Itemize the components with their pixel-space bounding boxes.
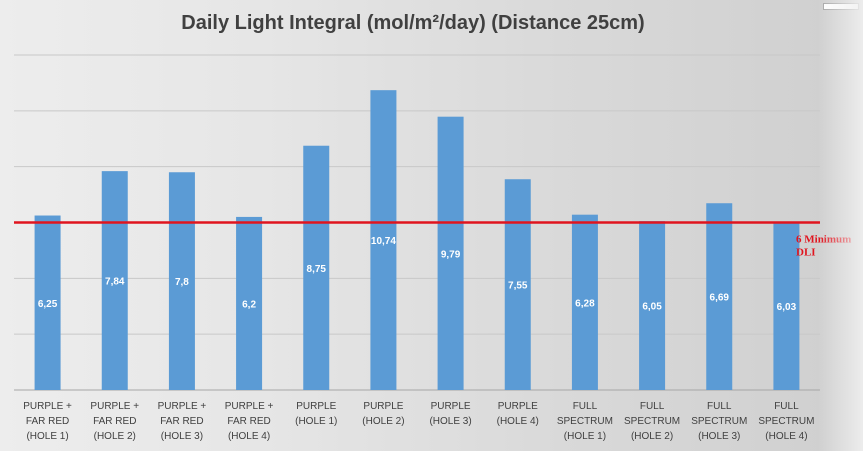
x-tick-label-line: PURPLE [498,401,538,412]
x-tick-label-line: (HOLE 3) [429,416,471,427]
x-tick-label: FULL SPECTRUM (HOLE 1) [557,401,613,442]
data-label: 10,74 [371,236,396,247]
bar [34,215,61,390]
x-tick-label: FULL SPECTRUM (HOLE 2) [624,401,680,442]
x-tick-label-line: PURPLE [431,401,471,412]
x-tick-label-line: (HOLE 4) [228,431,270,442]
x-tick-label: PURPLE (HOLE 2) [362,401,404,427]
bar [303,145,330,390]
data-label: 7,8 [175,277,189,288]
bar [773,221,800,390]
bar [706,203,733,390]
x-tick-label: PURPLE (HOLE 1) [295,401,337,427]
bar [236,216,263,390]
x-tick-label-line: FULL [640,401,665,412]
bar [639,221,666,390]
bar [168,172,195,390]
x-tick-label: FULL SPECTRUM (HOLE 3) [691,401,747,442]
minimum-dli-label-line: DLI [796,247,816,259]
x-tick-label-line: SPECTRUM [758,416,814,427]
bar [504,179,531,390]
x-tick-label-line: (HOLE 3) [161,431,203,442]
data-label: 6,69 [710,293,730,304]
x-tick-label-line: (HOLE 2) [94,431,136,442]
x-tick-label: PURPLE (HOLE 4) [497,401,539,427]
x-tick-label-line: SPECTRUM [557,416,613,427]
x-tick-label: PURPLE (HOLE 3) [429,401,471,427]
x-tick-label-line: PURPLE + [23,401,72,412]
data-label: 8,75 [307,264,327,275]
x-tick-label-line: PURPLE [363,401,403,412]
x-tick-label-line: (HOLE 4) [497,416,539,427]
chart-title: Daily Light Integral (mol/m²/day) (Dista… [181,12,645,34]
x-tick-label-line: (HOLE 1) [564,431,606,442]
data-label: 6,05 [642,302,662,313]
x-tick-label-line: FAR RED [93,416,136,427]
x-tick-label-line: PURPLE [296,401,336,412]
data-label: 9,79 [441,249,461,260]
corner-handle [823,3,859,10]
bar [437,116,464,390]
x-tick-label-line: FULL [573,401,598,412]
x-tick-label: PURPLE + FAR RED (HOLE 2) [90,401,139,442]
x-tick-label-line: (HOLE 4) [765,431,807,442]
x-tick-label-line: FAR RED [227,416,270,427]
data-label: 6,2 [242,299,256,310]
x-tick-label: PURPLE + FAR RED (HOLE 4) [225,401,274,442]
x-tick-label-line: PURPLE + [158,401,207,412]
x-tick-label-line: (HOLE 1) [26,431,68,442]
x-tick-label-line: FULL [707,401,732,412]
data-label: 7,84 [105,277,125,288]
x-tick-label-line: FULL [774,401,799,412]
bar [370,90,397,391]
x-tick-label-line: (HOLE 3) [698,431,740,442]
data-label: 6,25 [38,299,58,310]
x-tick-label-line: (HOLE 1) [295,416,337,427]
x-tick-label-line: FAR RED [26,416,69,427]
x-tick-label-line: SPECTRUM [624,416,680,427]
minimum-dli-label: 6 Minimum DLI [796,234,851,259]
x-tick-label-line: SPECTRUM [691,416,747,427]
data-label: 6,03 [777,302,797,313]
bar [571,214,598,390]
data-label: 7,55 [508,281,528,292]
x-tick-label: PURPLE + FAR RED (HOLE 1) [23,401,72,442]
data-label: 6,28 [575,298,595,309]
x-tick-label-line: (HOLE 2) [362,416,404,427]
x-tick-label-line: PURPLE + [90,401,139,412]
x-tick-label-line: PURPLE + [225,401,274,412]
minimum-dli-label-line: 6 Minimum [796,234,851,246]
x-tick-label: PURPLE + FAR RED (HOLE 3) [158,401,207,442]
x-tick-label-line: (HOLE 2) [631,431,673,442]
x-tick-label: FULL SPECTRUM (HOLE 4) [758,401,814,442]
x-tick-label-line: FAR RED [160,416,203,427]
bar [101,171,128,390]
